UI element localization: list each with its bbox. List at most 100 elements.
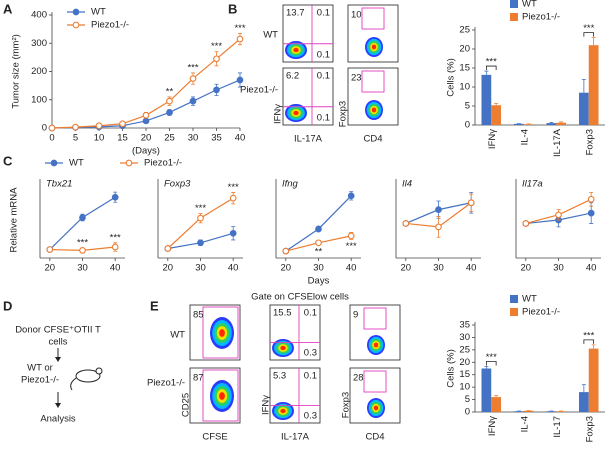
y-tick-label: 25	[459, 25, 470, 36]
y-tick-label: 30	[459, 332, 470, 343]
y-tick-label: 10	[459, 82, 470, 93]
legend-label: Piezo1-/-	[91, 20, 129, 31]
data-point	[555, 211, 562, 219]
legend-swatch	[510, 295, 518, 303]
bar	[546, 123, 557, 125]
significance: ***	[187, 62, 198, 73]
significance: ***	[211, 41, 222, 52]
error-bar	[591, 37, 596, 46]
error-bar	[581, 384, 586, 393]
significance-bracket	[583, 339, 595, 344]
legend-label: WT	[522, 0, 537, 10]
diagram-text: WT or	[27, 363, 53, 374]
quadrant-value: 0.1	[317, 113, 330, 124]
significance: ***	[486, 57, 497, 68]
panel-label: D	[3, 298, 12, 313]
y-tick-label: 300	[31, 38, 47, 49]
gate	[361, 7, 385, 30]
x-tick-label: Foxp3	[584, 129, 595, 155]
data-point	[435, 206, 442, 213]
data-point	[347, 192, 355, 200]
bar	[514, 411, 524, 412]
chart-title: Il4	[402, 179, 412, 190]
x-tick-label: 25	[164, 133, 175, 144]
gate	[363, 307, 387, 330]
y-tick-label: 15	[459, 369, 470, 380]
legend-label: Piezo1-/-	[522, 12, 560, 23]
chart-title: Ifng	[282, 179, 299, 190]
error-bar	[484, 366, 489, 369]
error-bar	[581, 79, 586, 93]
data-point	[111, 243, 119, 251]
gate-value: 9	[353, 310, 358, 321]
data-point	[402, 220, 410, 227]
x-tick-label: 20	[45, 263, 56, 274]
data-point	[282, 247, 290, 255]
data-point	[46, 246, 54, 253]
row-label: WT	[170, 330, 185, 341]
y-tick-label: 0	[465, 120, 470, 131]
x-tick-label: 20	[281, 263, 292, 274]
axis-label: Foxp3	[341, 392, 352, 418]
axis-label: CD4	[363, 134, 382, 145]
bar	[491, 105, 501, 125]
bar	[579, 392, 589, 412]
data-point	[166, 97, 173, 105]
data-point	[587, 195, 595, 203]
bar	[556, 411, 566, 412]
error-bar	[549, 121, 554, 124]
significance: ***	[583, 330, 594, 341]
legend-marker	[50, 159, 58, 167]
data-point	[189, 97, 197, 105]
data-point	[213, 86, 220, 94]
bar	[588, 45, 599, 126]
data-point	[229, 229, 237, 237]
flow-title: Gate on CFSElow cells	[251, 292, 349, 303]
density	[373, 405, 379, 411]
x-tick-label: 0	[49, 133, 54, 144]
axis-label: CD25	[181, 393, 192, 417]
significance: ***	[346, 241, 357, 252]
x-tick-label: 30	[553, 263, 564, 274]
y-tick-label: 25	[459, 344, 470, 355]
data-point	[315, 239, 322, 247]
gate	[363, 370, 387, 393]
data-point	[79, 214, 86, 221]
significance: **	[166, 86, 174, 97]
data-point	[111, 193, 119, 201]
quadrant-value: 15.5	[273, 308, 292, 319]
significance: **	[315, 246, 323, 257]
legend-label: WT	[91, 7, 106, 18]
quadrant-value: 0.3	[304, 348, 317, 359]
x-tick-label: IFNγ	[487, 416, 498, 436]
bar	[481, 74, 492, 125]
bar	[588, 348, 599, 412]
gate-value: 87	[193, 373, 204, 384]
density	[371, 107, 377, 113]
y-tick-label: 5	[465, 394, 470, 405]
y-axis-label: Relative mRNA	[9, 187, 20, 253]
legend-label: WT	[522, 294, 537, 305]
row-label: WT	[263, 30, 278, 41]
data-point	[189, 75, 197, 82]
quadrant-value: 5.3	[273, 371, 286, 382]
quadrant-value: 6.2	[286, 71, 299, 82]
x-tick-label: 15	[117, 133, 128, 144]
axis-label: IFNγ	[273, 104, 284, 124]
x-tick-label: 20	[163, 263, 174, 274]
axis-label: Foxp3	[338, 101, 349, 127]
mouse-icon	[95, 367, 103, 375]
data-point	[166, 109, 173, 116]
error-bar	[484, 70, 489, 75]
data-point	[79, 247, 86, 254]
diagram-text: cells	[48, 337, 67, 348]
panel-label: C	[3, 153, 13, 168]
x-tick-label: 40	[346, 263, 357, 274]
legend-swatch	[510, 308, 518, 316]
significance-bracket	[583, 32, 595, 37]
chart-title: Tbx21	[46, 179, 72, 190]
mouse-icon	[75, 369, 101, 383]
data-point	[347, 232, 355, 240]
mouse-icon	[70, 377, 77, 391]
data-point	[72, 123, 79, 131]
